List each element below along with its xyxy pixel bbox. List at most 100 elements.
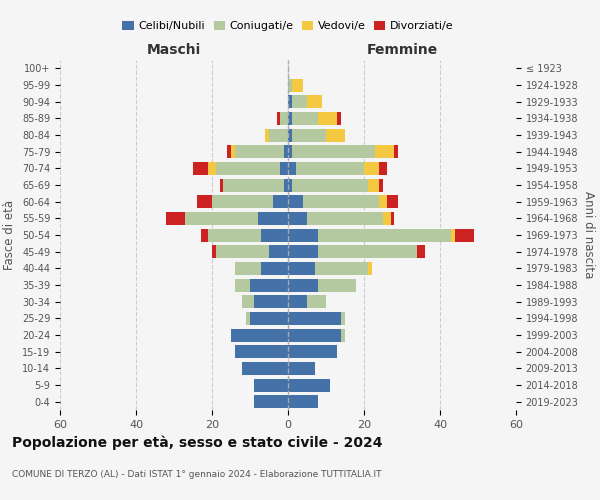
Bar [364, 162, 379, 175]
Bar [242, 295, 254, 308]
Bar [288, 78, 292, 92]
Bar [292, 128, 326, 141]
Bar [337, 112, 341, 125]
Bar [319, 112, 337, 125]
Bar [212, 195, 273, 208]
Bar [288, 362, 314, 375]
Bar [254, 378, 288, 392]
Bar [292, 178, 368, 192]
Bar [235, 278, 250, 291]
Bar [208, 228, 262, 241]
Bar [262, 228, 288, 241]
Bar [288, 395, 319, 408]
Bar [216, 162, 280, 175]
Y-axis label: Anni di nascita: Anni di nascita [582, 192, 595, 278]
Bar [185, 212, 257, 225]
Bar [246, 312, 250, 325]
Bar [220, 178, 223, 192]
Bar [250, 312, 288, 325]
Bar [292, 78, 303, 92]
Bar [292, 145, 376, 158]
Bar [455, 228, 474, 241]
Bar [288, 195, 303, 208]
Bar [383, 212, 391, 225]
Bar [216, 245, 269, 258]
Bar [288, 228, 319, 241]
Bar [288, 95, 292, 108]
Bar [250, 278, 288, 291]
Bar [292, 95, 307, 108]
Bar [319, 278, 356, 291]
Bar [288, 212, 307, 225]
Bar [284, 145, 288, 158]
Bar [265, 128, 269, 141]
Bar [288, 112, 292, 125]
Bar [277, 112, 280, 125]
Bar [288, 128, 292, 141]
Bar [288, 312, 341, 325]
Bar [341, 312, 345, 325]
Bar [280, 112, 288, 125]
Bar [379, 178, 383, 192]
Text: Popolazione per età, sesso e stato civile - 2024: Popolazione per età, sesso e stato civil… [12, 435, 383, 450]
Bar [288, 178, 292, 192]
Bar [387, 195, 398, 208]
Bar [394, 145, 398, 158]
Bar [288, 328, 341, 342]
Bar [284, 178, 288, 192]
Bar [223, 178, 284, 192]
Bar [288, 262, 314, 275]
Text: Femmine: Femmine [367, 42, 437, 56]
Bar [288, 378, 330, 392]
Bar [292, 112, 319, 125]
Bar [341, 328, 345, 342]
Bar [227, 145, 231, 158]
Bar [212, 245, 216, 258]
Text: Maschi: Maschi [147, 42, 201, 56]
Bar [288, 162, 296, 175]
Bar [200, 228, 208, 241]
Bar [314, 262, 368, 275]
Bar [288, 345, 337, 358]
Bar [288, 278, 319, 291]
Bar [193, 162, 208, 175]
Bar [303, 195, 379, 208]
Bar [319, 245, 417, 258]
Bar [257, 212, 288, 225]
Bar [379, 162, 387, 175]
Bar [166, 212, 185, 225]
Bar [269, 245, 288, 258]
Bar [235, 262, 262, 275]
Bar [231, 328, 288, 342]
Bar [379, 195, 387, 208]
Bar [242, 362, 288, 375]
Bar [307, 295, 326, 308]
Bar [391, 212, 394, 225]
Bar [368, 262, 371, 275]
Bar [307, 95, 322, 108]
Bar [254, 295, 288, 308]
Bar [368, 178, 379, 192]
Bar [288, 145, 292, 158]
Bar [296, 162, 364, 175]
Bar [262, 262, 288, 275]
Bar [235, 145, 284, 158]
Text: COMUNE DI TERZO (AL) - Dati ISTAT 1° gennaio 2024 - Elaborazione TUTTITALIA.IT: COMUNE DI TERZO (AL) - Dati ISTAT 1° gen… [12, 470, 382, 479]
Bar [326, 128, 345, 141]
Bar [451, 228, 455, 241]
Bar [280, 162, 288, 175]
Bar [231, 145, 235, 158]
Y-axis label: Fasce di età: Fasce di età [4, 200, 16, 270]
Bar [235, 345, 288, 358]
Bar [319, 228, 451, 241]
Bar [307, 212, 383, 225]
Bar [269, 128, 288, 141]
Bar [254, 395, 288, 408]
Bar [208, 162, 216, 175]
Bar [288, 295, 307, 308]
Bar [288, 245, 319, 258]
Bar [376, 145, 394, 158]
Bar [197, 195, 212, 208]
Legend: Celibi/Nubili, Coniugati/e, Vedovi/e, Divorziati/e: Celibi/Nubili, Coniugati/e, Vedovi/e, Di… [118, 16, 458, 36]
Bar [273, 195, 288, 208]
